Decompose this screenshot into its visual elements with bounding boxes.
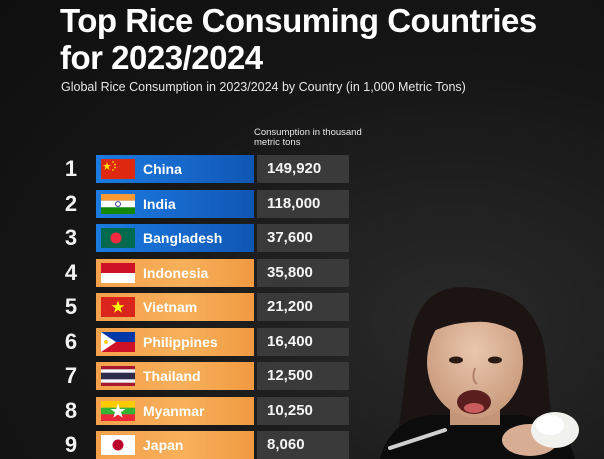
country-bar: Indonesia xyxy=(96,258,254,287)
woman-eating-rice-illustration xyxy=(380,287,579,459)
value-column-header: Consumption in thousand metric tons xyxy=(254,127,362,148)
rank-number: 4 xyxy=(64,259,78,285)
table-row: 5 Vietnam 21,200 xyxy=(0,293,360,321)
rank-number: 5 xyxy=(64,294,78,319)
country-bar: Myanmar xyxy=(96,396,254,425)
consumption-value: 10,250 xyxy=(257,396,349,425)
table-row: 2 India 118,000 xyxy=(0,189,360,218)
page-title: Top Rice Consuming Countries for 2023/20… xyxy=(60,2,537,76)
rank-number: 9 xyxy=(64,432,78,457)
consumption-value: 35,800 xyxy=(257,258,349,287)
consumption-value: 37,600 xyxy=(257,224,349,252)
philippines-flag-icon xyxy=(101,331,135,352)
consumption-value: 8,060 xyxy=(257,431,349,459)
india-flag-icon xyxy=(101,193,135,214)
japan-flag-icon xyxy=(101,435,135,455)
country-name: Bangladesh xyxy=(143,230,223,246)
country-name: Myanmar xyxy=(143,402,205,419)
rank-number: 3 xyxy=(64,225,78,250)
consumption-value: 118,000 xyxy=(257,189,349,218)
vietnam-flag-icon xyxy=(101,297,135,317)
country-bar: Philippines xyxy=(96,327,254,356)
consumption-value: 21,200 xyxy=(257,293,349,321)
table-row: 7 Thailand 12,500 xyxy=(0,362,360,390)
consumption-value: 149,920 xyxy=(257,155,349,183)
myanmar-flag-icon xyxy=(101,400,135,421)
table-row: 3 Bangladesh 37,600 xyxy=(0,224,360,252)
country-name: Vietnam xyxy=(143,299,198,315)
country-name: Indonesia xyxy=(143,264,209,281)
table-row: 8 Myanmar 10,250 xyxy=(0,396,360,425)
rank-number: 8 xyxy=(64,397,78,423)
page-subtitle: Global Rice Consumption in 2023/2024 by … xyxy=(61,80,466,94)
consumption-value: 16,400 xyxy=(257,327,349,356)
bangladesh-flag-icon xyxy=(101,228,135,248)
country-name: Japan xyxy=(143,437,184,453)
rank-number: 7 xyxy=(64,363,78,388)
china-flag-icon xyxy=(101,159,135,179)
country-bar: India xyxy=(96,189,254,218)
country-name: India xyxy=(143,195,176,212)
country-bar: China xyxy=(96,155,254,183)
rank-number: 2 xyxy=(64,190,78,216)
table-row: 4 Indonesia 35,800 xyxy=(0,258,360,287)
country-bar: Thailand xyxy=(96,362,254,390)
consumption-value: 12,500 xyxy=(257,362,349,390)
table-row: 1 China 149,920 xyxy=(0,155,360,183)
indonesia-flag-icon xyxy=(101,262,135,283)
table-row: 9 Japan 8,060 xyxy=(0,431,360,459)
country-name: Philippines xyxy=(143,333,218,350)
rank-number: 1 xyxy=(64,156,78,181)
country-name: China xyxy=(143,161,182,177)
country-bar: Bangladesh xyxy=(96,224,254,252)
table-row: 6 Philippines 16,400 xyxy=(0,327,360,356)
country-name: Thailand xyxy=(143,368,201,384)
rank-number: 6 xyxy=(64,328,78,354)
thailand-flag-icon xyxy=(101,366,135,386)
country-bar: Vietnam xyxy=(96,293,254,321)
country-bar: Japan xyxy=(96,431,254,459)
